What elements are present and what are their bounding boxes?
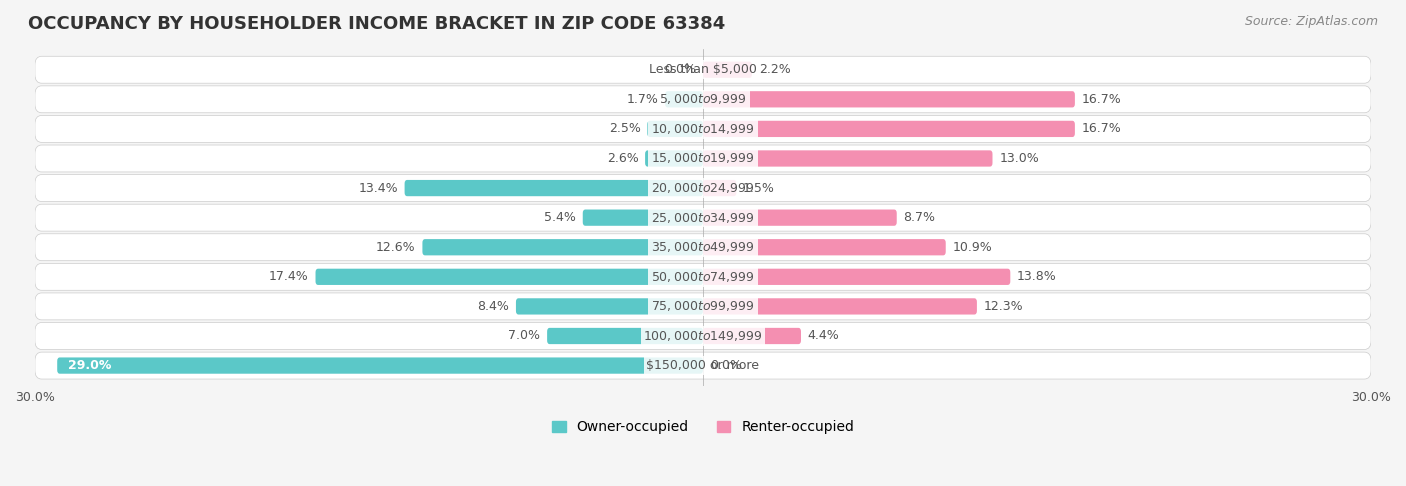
Text: 13.0%: 13.0% (1000, 152, 1039, 165)
Text: $35,000 to $49,999: $35,000 to $49,999 (651, 240, 755, 254)
FancyBboxPatch shape (315, 269, 703, 285)
FancyBboxPatch shape (647, 121, 703, 137)
FancyBboxPatch shape (35, 323, 1371, 349)
FancyBboxPatch shape (703, 180, 737, 196)
Text: $15,000 to $19,999: $15,000 to $19,999 (651, 152, 755, 166)
Text: Source: ZipAtlas.com: Source: ZipAtlas.com (1244, 15, 1378, 28)
Text: 4.4%: 4.4% (807, 330, 839, 343)
Text: 12.6%: 12.6% (377, 241, 416, 254)
FancyBboxPatch shape (405, 180, 703, 196)
Text: $150,000 or more: $150,000 or more (647, 359, 759, 372)
FancyBboxPatch shape (703, 209, 897, 226)
Text: 12.3%: 12.3% (984, 300, 1024, 313)
FancyBboxPatch shape (703, 269, 1011, 285)
Text: 0.0%: 0.0% (710, 359, 742, 372)
Legend: Owner-occupied, Renter-occupied: Owner-occupied, Renter-occupied (546, 415, 860, 440)
Text: 10.9%: 10.9% (952, 241, 993, 254)
FancyBboxPatch shape (547, 328, 703, 344)
FancyBboxPatch shape (645, 150, 703, 167)
Text: 8.7%: 8.7% (904, 211, 935, 224)
FancyBboxPatch shape (35, 352, 1371, 379)
FancyBboxPatch shape (703, 328, 801, 344)
FancyBboxPatch shape (703, 91, 1076, 107)
FancyBboxPatch shape (703, 239, 946, 255)
Text: 16.7%: 16.7% (1081, 93, 1122, 106)
Text: $75,000 to $99,999: $75,000 to $99,999 (651, 299, 755, 313)
FancyBboxPatch shape (665, 91, 703, 107)
Text: 2.5%: 2.5% (609, 122, 641, 136)
FancyBboxPatch shape (35, 145, 1371, 172)
Text: 5.4%: 5.4% (544, 211, 576, 224)
FancyBboxPatch shape (35, 293, 1371, 320)
FancyBboxPatch shape (35, 56, 1371, 83)
FancyBboxPatch shape (703, 121, 1076, 137)
FancyBboxPatch shape (516, 298, 703, 314)
Text: 13.4%: 13.4% (359, 182, 398, 194)
FancyBboxPatch shape (422, 239, 703, 255)
FancyBboxPatch shape (35, 234, 1371, 260)
Text: Less than $5,000: Less than $5,000 (650, 63, 756, 76)
Text: 13.8%: 13.8% (1017, 270, 1057, 283)
Text: 17.4%: 17.4% (269, 270, 309, 283)
Text: $50,000 to $74,999: $50,000 to $74,999 (651, 270, 755, 284)
FancyBboxPatch shape (35, 174, 1371, 202)
FancyBboxPatch shape (35, 204, 1371, 231)
FancyBboxPatch shape (35, 263, 1371, 290)
Text: 1.7%: 1.7% (627, 93, 658, 106)
Text: $100,000 to $149,999: $100,000 to $149,999 (644, 329, 762, 343)
Text: 2.6%: 2.6% (606, 152, 638, 165)
Text: OCCUPANCY BY HOUSEHOLDER INCOME BRACKET IN ZIP CODE 63384: OCCUPANCY BY HOUSEHOLDER INCOME BRACKET … (28, 15, 725, 33)
FancyBboxPatch shape (703, 298, 977, 314)
Text: 1.5%: 1.5% (744, 182, 775, 194)
Text: 0.0%: 0.0% (664, 63, 696, 76)
FancyBboxPatch shape (703, 62, 752, 78)
FancyBboxPatch shape (703, 150, 993, 167)
Text: $5,000 to $9,999: $5,000 to $9,999 (659, 92, 747, 106)
Text: $20,000 to $24,999: $20,000 to $24,999 (651, 181, 755, 195)
Text: 8.4%: 8.4% (478, 300, 509, 313)
FancyBboxPatch shape (35, 86, 1371, 113)
Text: $25,000 to $34,999: $25,000 to $34,999 (651, 210, 755, 225)
Text: 2.2%: 2.2% (759, 63, 790, 76)
FancyBboxPatch shape (58, 357, 703, 374)
FancyBboxPatch shape (582, 209, 703, 226)
Text: 7.0%: 7.0% (509, 330, 540, 343)
Text: $10,000 to $14,999: $10,000 to $14,999 (651, 122, 755, 136)
Text: 29.0%: 29.0% (69, 359, 111, 372)
FancyBboxPatch shape (35, 116, 1371, 142)
Text: 16.7%: 16.7% (1081, 122, 1122, 136)
